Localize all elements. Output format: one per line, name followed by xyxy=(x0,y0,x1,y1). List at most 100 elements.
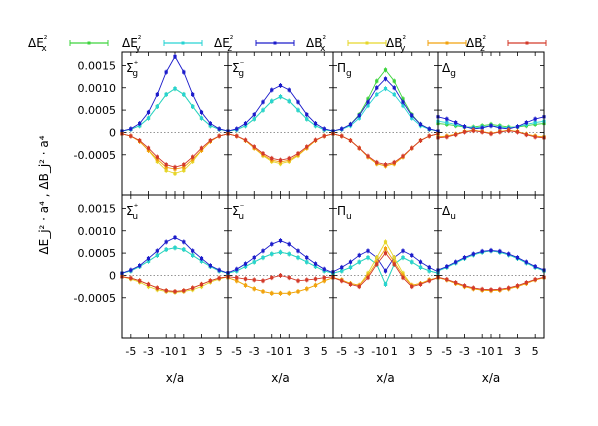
data-point xyxy=(383,251,388,255)
data-point xyxy=(191,249,195,253)
data-point xyxy=(173,246,177,250)
data-point xyxy=(454,121,458,125)
data-point xyxy=(278,83,283,88)
data-point xyxy=(533,121,537,125)
y-axis-label: ΔE_j² · a⁴ , ΔB_j² · a⁴ xyxy=(37,135,51,254)
data-point xyxy=(191,155,195,159)
data-point xyxy=(524,280,528,285)
data-point xyxy=(164,163,168,167)
data-point xyxy=(287,276,291,280)
data-point xyxy=(410,285,414,289)
data-point xyxy=(383,240,388,244)
data-point xyxy=(270,156,274,160)
data-point xyxy=(489,248,493,253)
data-point xyxy=(498,130,502,134)
data-point xyxy=(191,253,195,257)
data-point xyxy=(278,250,283,254)
y-tick-label: 0 xyxy=(109,269,116,282)
data-point xyxy=(305,145,309,149)
x-tick-label: 3 xyxy=(303,345,310,358)
y-tick-label: 0.0010 xyxy=(78,82,117,95)
data-point xyxy=(427,265,431,269)
data-point xyxy=(340,265,344,269)
data-point xyxy=(182,92,186,97)
data-point xyxy=(146,256,151,261)
panel-label: Σ⁻ g xyxy=(232,60,245,79)
data-point xyxy=(182,163,186,167)
x-tick-label: -3 xyxy=(249,345,260,358)
data-point xyxy=(498,126,502,130)
data-point xyxy=(155,155,159,159)
data-point xyxy=(445,264,449,269)
data-point xyxy=(489,132,493,136)
panel-4: Δg xyxy=(436,51,546,196)
data-point xyxy=(208,279,212,283)
data-point xyxy=(533,135,537,139)
data-point xyxy=(199,146,204,150)
data-point xyxy=(261,249,265,253)
data-point xyxy=(261,289,265,294)
data-point xyxy=(217,268,221,272)
data-point xyxy=(515,125,520,129)
data-point xyxy=(357,116,361,120)
legend-marker xyxy=(445,41,449,45)
data-point xyxy=(278,291,283,295)
legend-entry-5: ΔB² y xyxy=(386,35,467,54)
data-point xyxy=(375,79,379,83)
data-point xyxy=(366,97,370,101)
data-point xyxy=(129,127,133,131)
axes-labels: ΔE_j² · a⁴ , ΔB_j² · a⁴ xyxy=(37,135,51,254)
data-point xyxy=(418,265,423,269)
series-line xyxy=(437,250,545,272)
legend-marker xyxy=(365,41,369,45)
data-point xyxy=(235,267,239,271)
legend-label: ΔE² x xyxy=(28,35,48,54)
panel-label: Δu xyxy=(442,204,456,222)
data-point xyxy=(366,104,370,108)
data-point xyxy=(252,112,256,117)
data-point xyxy=(305,117,309,121)
x-tick-label: 1 xyxy=(391,345,398,358)
y-tick-label: 0.0015 xyxy=(78,59,117,72)
series-line xyxy=(332,133,439,166)
x-tick-label: 5 xyxy=(532,345,539,358)
data-point xyxy=(182,289,186,293)
data-point xyxy=(270,252,274,256)
data-point xyxy=(524,133,528,137)
data-point xyxy=(392,262,396,266)
x-tick-label: -5 xyxy=(125,345,136,358)
data-point xyxy=(235,127,239,131)
data-point xyxy=(401,104,405,108)
x-tick-label: 5 xyxy=(426,345,433,358)
data-point xyxy=(305,287,309,291)
data-point xyxy=(498,287,502,291)
data-point xyxy=(383,247,388,251)
y-tick-label: 0 xyxy=(109,126,116,139)
data-point xyxy=(462,130,467,134)
data-point xyxy=(313,277,318,281)
data-point xyxy=(340,269,344,273)
data-point xyxy=(427,127,431,131)
x-tick-label: 0 xyxy=(488,345,495,358)
data-point xyxy=(305,278,309,282)
data-point xyxy=(252,260,256,264)
data-point xyxy=(418,282,423,286)
data-point xyxy=(252,145,256,149)
x-tick-label: 1 xyxy=(180,345,187,358)
data-point xyxy=(471,252,475,256)
data-point xyxy=(270,242,274,246)
x-tick-label: 3 xyxy=(408,345,415,358)
panel-label: Σ⁺ u xyxy=(126,203,139,222)
data-point xyxy=(278,273,283,278)
x-tick-label: -5 xyxy=(441,345,452,358)
data-point xyxy=(296,151,300,156)
data-point xyxy=(296,255,300,260)
data-point xyxy=(480,130,484,134)
series-line xyxy=(121,133,229,170)
panel-2: Σ⁻ g xyxy=(226,51,335,196)
data-point xyxy=(164,70,168,74)
series-line xyxy=(227,85,334,132)
x-tick-label: -1 xyxy=(477,345,488,358)
data-point xyxy=(383,77,388,81)
